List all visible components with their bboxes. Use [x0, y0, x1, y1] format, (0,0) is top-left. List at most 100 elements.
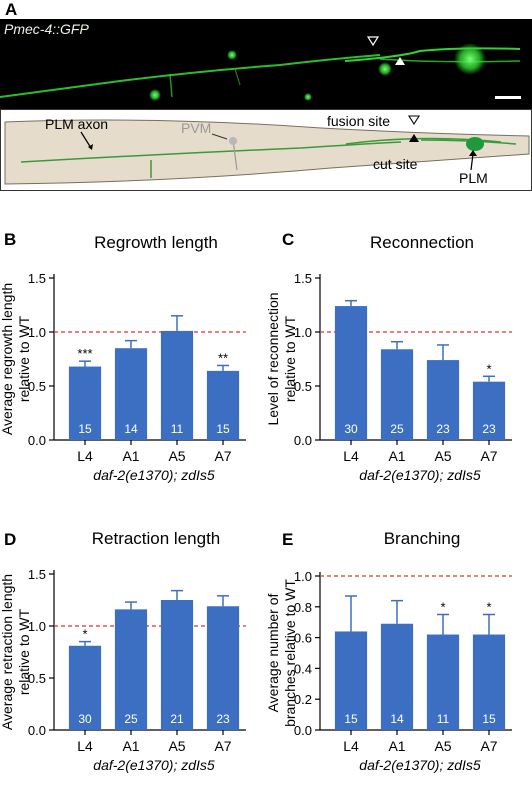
x-tick-label: A1	[388, 448, 405, 464]
fusion-site-arrowhead-icon	[366, 36, 380, 47]
fusion-site-label: fusion site	[327, 113, 391, 129]
x-tick-label: A1	[122, 738, 139, 754]
significance-marker: ***	[77, 346, 92, 361]
y-axis-label-line: Level of reconnection	[266, 292, 281, 425]
bar-count-label: 15	[344, 712, 358, 726]
pvm-label: PVM	[181, 120, 212, 136]
cut-site-arrowhead-icon	[395, 57, 405, 65]
x-tick-label: A7	[214, 448, 231, 464]
y-tick-label: 0.6	[294, 631, 312, 646]
y-tick-label: 0.2	[294, 692, 312, 707]
x-tick-label: L4	[343, 448, 359, 464]
x-tick-label: L4	[343, 738, 359, 754]
micrograph-drawing	[0, 36, 521, 101]
retraction-length-chart: Retraction length Average retraction leng…	[0, 529, 246, 773]
chart-title: Retraction length	[92, 529, 221, 548]
x-axis-label: daf-2(e1370); zdIs5	[359, 467, 481, 483]
y-tick-label: 0.4	[294, 661, 312, 676]
x-axis-label: daf-2(e1370); zdIs5	[359, 757, 481, 773]
y-axis-label-line: relative to WT	[16, 315, 32, 402]
branching-chart: Branching Average number ofbranches relat…	[266, 529, 512, 773]
gfp-micrograph: Pmec-4::GFP	[0, 19, 532, 109]
x-tick-label: A5	[434, 738, 451, 754]
bar	[114, 348, 148, 440]
bar-count-label: 15	[482, 712, 496, 726]
x-tick-label: A5	[434, 448, 451, 464]
plm-axon-line	[20, 141, 402, 163]
significance-marker: *	[486, 600, 491, 615]
x-tick-label: L4	[77, 738, 93, 754]
x-tick-label: A7	[480, 738, 497, 754]
y-tick-label: 0.0	[294, 723, 312, 738]
bar-count-label: 23	[436, 422, 450, 436]
cut-site-label: cut site	[373, 156, 418, 172]
panel-d-letter: D	[4, 530, 17, 549]
x-tick-label: A1	[122, 448, 139, 464]
bar	[380, 349, 414, 440]
bar	[114, 609, 148, 730]
bar-count-label: 23	[482, 422, 496, 436]
bar-count-label: 25	[390, 422, 404, 436]
bar-count-label: 15	[78, 422, 92, 436]
bar	[426, 634, 460, 730]
chart-title: Reconnection	[370, 233, 474, 252]
reconnection-chart: Reconnection Level of reconnectionrelativ…	[266, 233, 512, 483]
plm-label: PLM	[459, 170, 488, 186]
bar	[334, 631, 368, 730]
y-axis-label-line: Average number of	[266, 593, 281, 712]
plm-cell	[466, 137, 484, 151]
y-tick-label: 1.5	[28, 567, 46, 582]
pvm-cell	[229, 137, 237, 145]
panel-b-letter: B	[4, 230, 17, 249]
bar	[426, 360, 460, 440]
bar	[206, 370, 240, 440]
bar	[68, 645, 102, 730]
x-tick-label: A7	[480, 448, 497, 464]
bar-count-label: 30	[344, 422, 358, 436]
y-tick-label: 0.0	[294, 433, 312, 448]
y-tick-label: 1.5	[28, 271, 46, 286]
bar	[68, 366, 102, 440]
significance-marker: *	[440, 600, 445, 615]
y-axis-label-line: relative to WT	[16, 608, 32, 695]
y-tick-label: 0.5	[294, 379, 312, 394]
bar-count-label: 30	[78, 712, 92, 726]
regrowth-length-chart: Regrowth length Average regrowth lengthre…	[0, 233, 246, 483]
bar	[334, 306, 368, 440]
worm-schematic: PLM axon PVM fusion site cut site PLM	[0, 109, 532, 191]
bar-count-label: 15	[216, 422, 230, 436]
bar	[380, 623, 414, 730]
y-tick-label: 0.0	[28, 433, 46, 448]
panel-c-letter: C	[282, 230, 295, 249]
x-axis-label: daf-2(e1370); zdIs5	[93, 757, 215, 773]
bar-count-label: 25	[124, 712, 138, 726]
x-tick-label: A7	[214, 738, 231, 754]
y-tick-label: 0.8	[294, 600, 312, 615]
y-axis-label-line: relative to WT	[282, 315, 298, 402]
y-tick-label: 0.5	[28, 671, 46, 686]
y-axis-label: Average regrowth lengthrelative to WT	[0, 283, 32, 435]
significance-marker: *	[82, 627, 87, 642]
chart-title: Regrowth length	[94, 233, 218, 252]
bar	[472, 381, 506, 440]
bar-count-label: 23	[216, 712, 230, 726]
panel-a-letter: A	[5, 0, 18, 19]
x-tick-label: A5	[168, 448, 185, 464]
x-axis-label: daf-2(e1370); zdIs5	[93, 467, 215, 483]
bar-count-label: 11	[437, 712, 450, 726]
plm-axon-label: PLM axon	[45, 116, 109, 132]
bar-count-label: 14	[390, 712, 404, 726]
y-axis-label: Level of reconnectionrelative to WT	[266, 292, 298, 425]
bar-count-label: 11	[171, 422, 184, 436]
y-tick-label: 1.5	[294, 271, 312, 286]
panel-e-letter: E	[282, 530, 294, 549]
y-axis-label: Average number ofbranches relative to WT	[266, 579, 298, 727]
significance-marker: **	[218, 350, 228, 365]
bar-count-label: 14	[124, 422, 138, 436]
bar	[472, 634, 506, 730]
schematic-drawing	[4, 115, 530, 185]
bar	[160, 600, 194, 730]
y-tick-label: 1.0	[28, 325, 46, 340]
chart-title: Branching	[384, 529, 461, 548]
y-tick-label: 1.0	[294, 325, 312, 340]
